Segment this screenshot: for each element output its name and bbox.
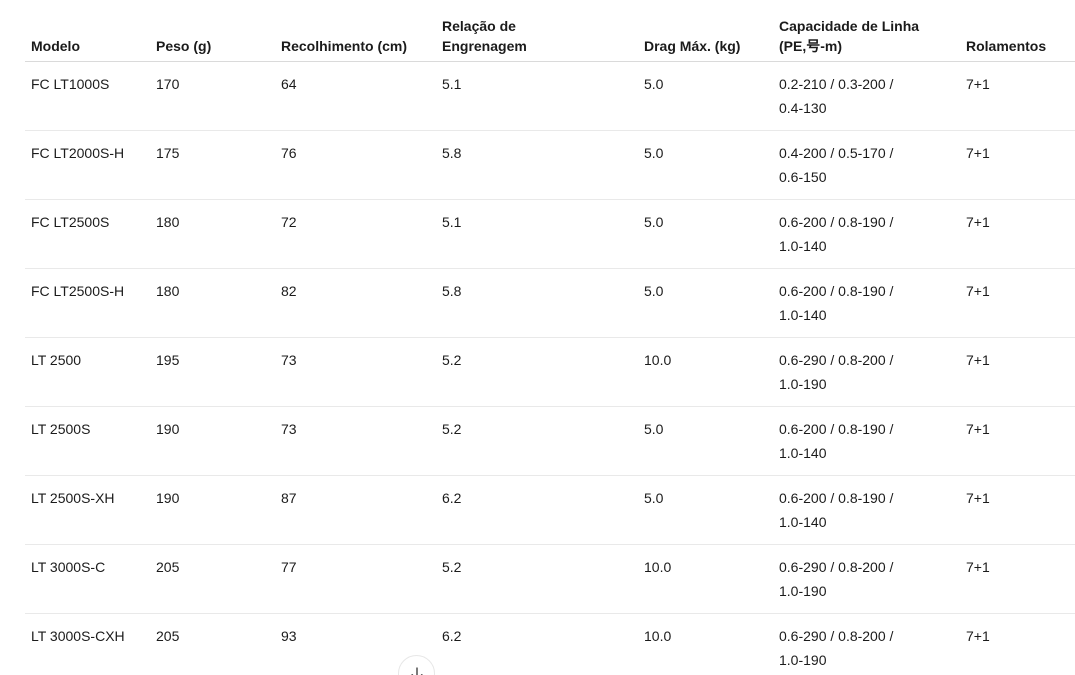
cell-weight: 190: [156, 475, 281, 545]
cell-drag: 10.0: [644, 628, 672, 644]
cell-bearings: 7+1: [966, 475, 1075, 545]
cell-weight: 175: [156, 130, 281, 200]
cell-gear: 5.1: [442, 61, 644, 131]
table-row: LT 3000S-C 205 77 5.2 10.0 0.6-290 / 0.8…: [25, 544, 1075, 614]
cell-bearings: 7+1: [966, 406, 1075, 476]
cell-gear: 6.2: [442, 475, 644, 545]
cell-retrieve: 73: [281, 337, 442, 407]
specs-table: Modelo Peso (g) Recolhimento (cm) Relaçã…: [25, 0, 1075, 675]
cell-model: LT 2500S-XH: [25, 475, 156, 545]
cell-gear: 5.8: [442, 130, 644, 200]
table-row: FC LT2000S-H 175 76 5.8 5.0 0.4-200 / 0.…: [25, 130, 1075, 200]
table-row: FC LT1000S 170 64 5.1 5.0 0.2-210 / 0.3-…: [25, 61, 1075, 131]
cell-model: LT 3000S-C: [25, 544, 156, 614]
cell-drag: 10.0: [644, 544, 779, 614]
table-row: LT 3000S-CXH 205 93 6.2 10.0 0.6-290 / 0…: [25, 614, 1075, 675]
cell-weight: 180: [156, 199, 281, 269]
cell-drag: 5.0: [644, 61, 779, 131]
cell-bearings: 7+1: [966, 199, 1075, 269]
column-header-relacao: Relação de Engrenagem: [442, 0, 644, 62]
column-header-peso: Peso (g): [156, 0, 281, 62]
cell-model: FC LT2500S-H: [25, 268, 156, 338]
table-row: FC LT2500S 180 72 5.1 5.0 0.6-200 / 0.8-…: [25, 199, 1075, 269]
cell-gear: 5.2: [442, 406, 644, 476]
cell-gear: 5.1: [442, 199, 644, 269]
table-row: LT 2500 195 73 5.2 10.0 0.6-290 / 0.8-20…: [25, 337, 1075, 407]
cell-drag: 5.0: [644, 199, 779, 269]
cell-model: FC LT2000S-H: [25, 130, 156, 200]
column-header-capacidade: Capacidade de Linha (PE,号-m): [779, 0, 966, 62]
cell-drag: 10.0: [644, 337, 779, 407]
cell-bearings: 7+1: [966, 130, 1075, 200]
table-row: LT 2500S 190 73 5.2 5.0 0.6-200 / 0.8-19…: [25, 406, 1075, 476]
column-header-rolamentos: Rolamentos: [966, 0, 1075, 62]
table-row: LT 2500S-XH 190 87 6.2 5.0 0.6-200 / 0.8…: [25, 475, 1075, 545]
cell-model: LT 3000S-CXH: [31, 628, 125, 644]
down-arrow-icon: [408, 664, 426, 675]
cell-gear: 5.2: [442, 337, 644, 407]
column-header-drag: Drag Máx. (kg): [644, 0, 779, 62]
cell-bearings: 7+1: [966, 268, 1075, 338]
table-row: FC LT2500S-H 180 82 5.8 5.0 0.6-200 / 0.…: [25, 268, 1075, 338]
cell-drag: 5.0: [644, 475, 779, 545]
cell-bearings: 7+1: [966, 628, 990, 644]
cell-gear: 6.2: [442, 628, 462, 644]
cell-model: LT 2500S: [25, 406, 156, 476]
cell-gear: 5.2: [442, 544, 644, 614]
cell-retrieve: 72: [281, 199, 442, 269]
cell-weight: 190: [156, 406, 281, 476]
cell-retrieve: 73: [281, 406, 442, 476]
cell-weight: 205: [156, 544, 281, 614]
cell-model: FC LT2500S: [25, 199, 156, 269]
cell-capacity: 0.6-200 / 0.8-190 / 1.0-140: [779, 475, 966, 545]
cell-retrieve: 87: [281, 475, 442, 545]
cell-model: FC LT1000S: [25, 61, 156, 131]
cell-bearings: 7+1: [966, 61, 1075, 131]
cell-capacity: 0.6-290 / 0.8-200 / 1.0-190: [779, 337, 966, 407]
cell-model: LT 2500: [25, 337, 156, 407]
cell-capacity: 0.6-290 / 0.8-200 / 1.0-190: [779, 544, 966, 614]
cell-gear: 5.8: [442, 268, 644, 338]
cell-weight: 205: [156, 628, 180, 644]
cell-drag: 5.0: [644, 406, 779, 476]
cell-capacity: 0.6-200 / 0.8-190 / 1.0-140: [779, 406, 966, 476]
cell-capacity: 0.6-290 / 0.8-200 / 1.0-190: [779, 628, 894, 668]
cell-capacity: 0.4-200 / 0.5-170 / 0.6-150: [779, 130, 966, 200]
column-header-recolhimento: Recolhimento (cm): [281, 0, 442, 62]
cell-drag: 5.0: [644, 268, 779, 338]
cell-capacity: 0.6-200 / 0.8-190 / 1.0-140: [779, 199, 966, 269]
cell-capacity: 0.2-210 / 0.3-200 / 0.4-130: [779, 61, 966, 131]
cell-retrieve: 64: [281, 61, 442, 131]
cell-retrieve: 93: [281, 628, 297, 644]
cell-bearings: 7+1: [966, 337, 1075, 407]
cell-drag: 5.0: [644, 130, 779, 200]
cell-weight: 170: [156, 61, 281, 131]
table-header-row: Modelo Peso (g) Recolhimento (cm) Relaçã…: [25, 0, 1075, 62]
cell-weight: 180: [156, 268, 281, 338]
cell-capacity: 0.6-200 / 0.8-190 / 1.0-140: [779, 268, 966, 338]
cell-weight: 195: [156, 337, 281, 407]
cell-retrieve: 76: [281, 130, 442, 200]
cell-retrieve: 77: [281, 544, 442, 614]
cell-retrieve: 82: [281, 268, 442, 338]
column-header-modelo: Modelo: [25, 0, 156, 62]
cell-bearings: 7+1: [966, 544, 1075, 614]
